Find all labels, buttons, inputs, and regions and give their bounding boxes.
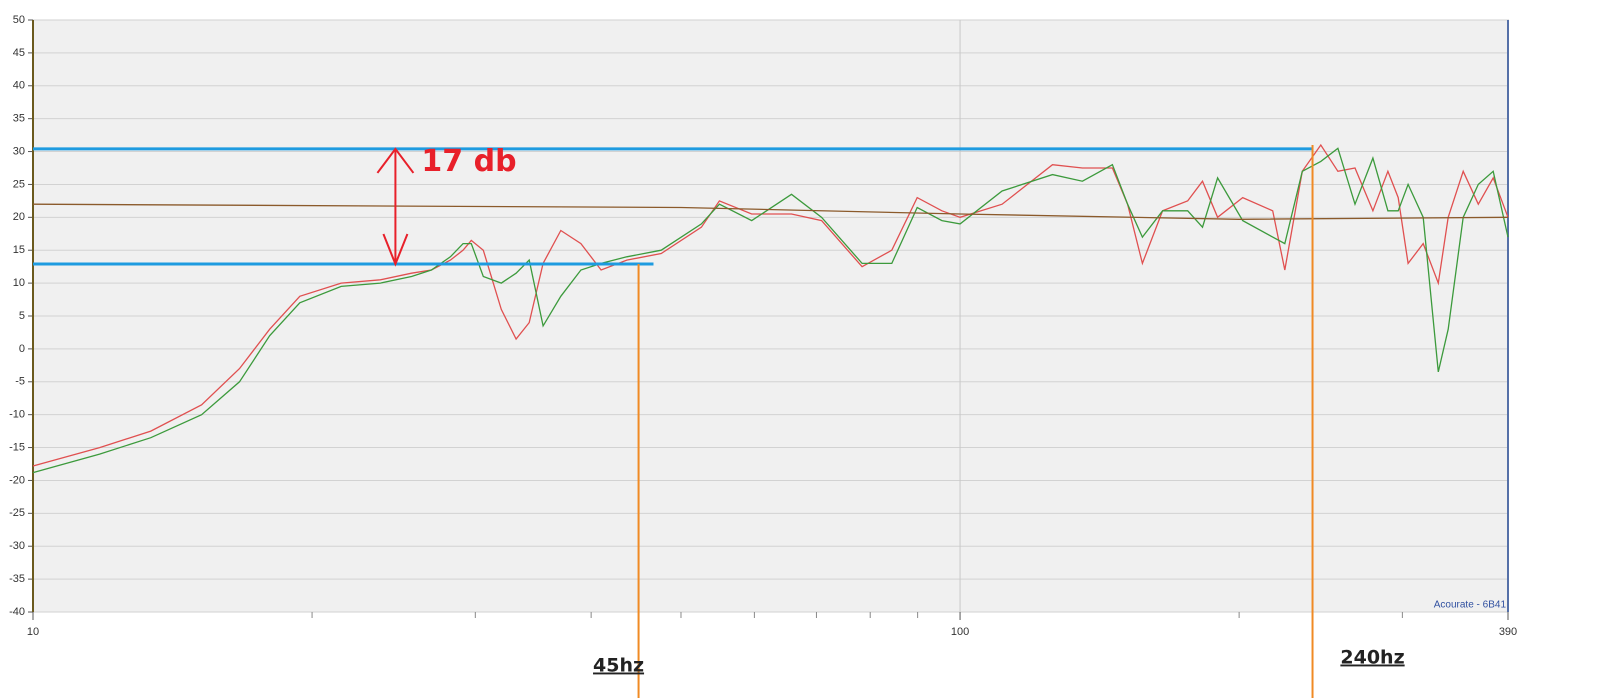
y-tick-label: -5 (15, 376, 25, 388)
y-tick-label: 0 (19, 343, 25, 355)
y-tick-label: -25 (9, 507, 25, 519)
y-tick-label: 25 (13, 178, 25, 190)
y-tick-label: -15 (9, 441, 25, 453)
y-tick-label: 50 (13, 14, 25, 26)
marker-label: 45hz (593, 655, 644, 677)
x-tick-label: 100 (951, 626, 969, 638)
y-tick-label: 35 (13, 113, 25, 125)
series-line (32, 203, 1509, 220)
arrow-label: 17 db (421, 144, 516, 179)
marker-label: 240hz (1340, 647, 1404, 669)
y-tick-label: 15 (13, 244, 25, 256)
y-tick-label: 30 (13, 145, 25, 157)
y-tick-label: -10 (9, 409, 25, 421)
y-tick-label: -35 (9, 573, 25, 585)
y-tick-label: -20 (9, 474, 25, 486)
y-tick-label: -40 (9, 606, 25, 618)
y-tick-label: 20 (13, 211, 25, 223)
x-tick-label: 10 (27, 626, 39, 638)
x-tick-label: 390 (1499, 626, 1517, 638)
y-tick-label: 45 (13, 47, 25, 59)
y-tick-label: 10 (13, 277, 25, 289)
watermark: Acourate - 6B41 (1434, 600, 1507, 611)
arrow-head (376, 147, 415, 267)
y-tick-label: 40 (13, 80, 25, 92)
y-tick-label: -30 (9, 540, 25, 552)
y-tick-label: 5 (19, 310, 25, 322)
series-line (32, 147, 1509, 474)
